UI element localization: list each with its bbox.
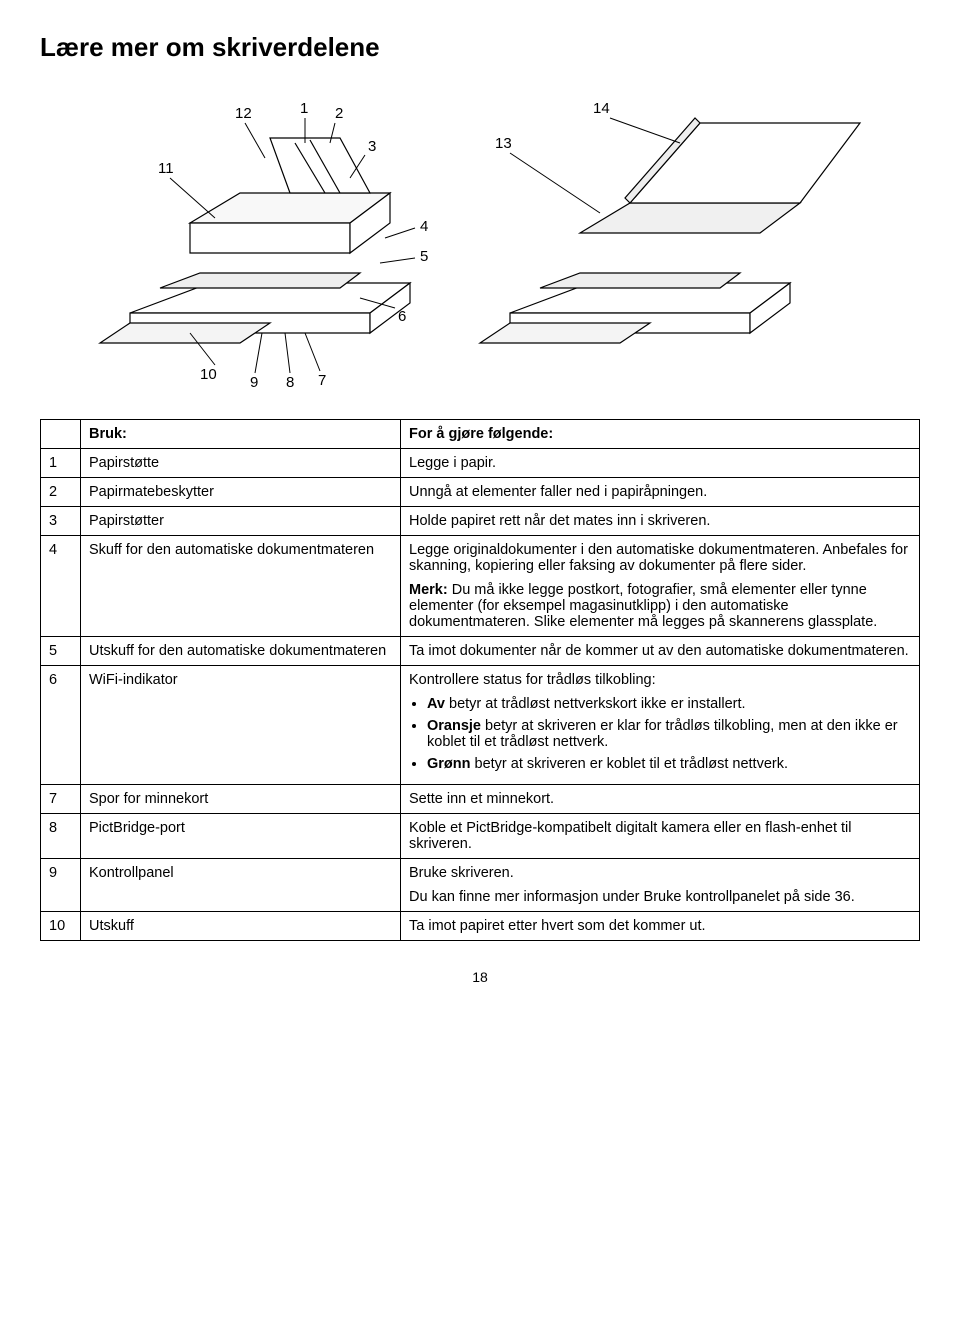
svg-text:4: 4 xyxy=(420,218,428,235)
part-name: Utskuff for den automatiske dokumentmate… xyxy=(81,637,401,666)
row-number: 6 xyxy=(41,666,81,785)
part-description: Sette inn et minnekort. xyxy=(401,785,920,814)
part-description: Koble et PictBridge-kompatibelt digitalt… xyxy=(401,814,920,859)
table-row: 2PapirmatebeskytterUnngå at elementer fa… xyxy=(41,478,920,507)
svg-text:12: 12 xyxy=(235,105,252,122)
part-name: PictBridge-port xyxy=(81,814,401,859)
part-description: Unngå at elementer faller ned i papiråpn… xyxy=(401,478,920,507)
col-num-header xyxy=(41,420,81,449)
part-description: Holde papiret rett når det mates inn i s… xyxy=(401,507,920,536)
svg-text:13: 13 xyxy=(495,135,512,152)
row-number: 9 xyxy=(41,859,81,912)
part-name: Kontrollpanel xyxy=(81,859,401,912)
part-description: Bruke skriveren.Du kan finne mer informa… xyxy=(401,859,920,912)
row-number: 5 xyxy=(41,637,81,666)
svg-text:1: 1 xyxy=(300,100,308,117)
col-use-header: Bruk: xyxy=(81,420,401,449)
svg-text:10: 10 xyxy=(200,366,217,383)
svg-text:11: 11 xyxy=(158,160,174,177)
parts-table: Bruk: For å gjøre følgende: 1Papirstøtte… xyxy=(40,419,920,941)
svg-text:7: 7 xyxy=(318,372,326,389)
part-description: Legge originaldokumenter i den automatis… xyxy=(401,536,920,637)
row-number: 10 xyxy=(41,912,81,941)
part-name: Spor for minnekort xyxy=(81,785,401,814)
part-description: Kontrollere status for trådløs tilkoblin… xyxy=(401,666,920,785)
table-row: 10UtskuffTa imot papiret etter hvert som… xyxy=(41,912,920,941)
table-row: 8PictBridge-portKoble et PictBridge-komp… xyxy=(41,814,920,859)
svg-text:5: 5 xyxy=(420,248,428,265)
row-number: 8 xyxy=(41,814,81,859)
part-description: Legge i papir. xyxy=(401,449,920,478)
svg-text:9: 9 xyxy=(250,374,258,391)
part-name: Papirstøtter xyxy=(81,507,401,536)
part-description: Ta imot dokumenter når de kommer ut av d… xyxy=(401,637,920,666)
svg-text:8: 8 xyxy=(286,374,294,391)
part-name: Skuff for den automatiske dokumentmatere… xyxy=(81,536,401,637)
col-purpose-header: For å gjøre følgende: xyxy=(401,420,920,449)
row-number: 3 xyxy=(41,507,81,536)
part-name: WiFi-indikator xyxy=(81,666,401,785)
part-name: Utskuff xyxy=(81,912,401,941)
table-row: 1PapirstøtteLegge i papir. xyxy=(41,449,920,478)
row-number: 7 xyxy=(41,785,81,814)
table-row: 7Spor for minnekortSette inn et minnekor… xyxy=(41,785,920,814)
svg-text:2: 2 xyxy=(335,105,343,122)
svg-text:6: 6 xyxy=(398,308,406,325)
svg-text:14: 14 xyxy=(593,100,610,117)
page-title: Lære mer om skriverdelene xyxy=(40,32,920,63)
svg-text:3: 3 xyxy=(368,138,376,155)
table-row: 6WiFi-indikatorKontrollere status for tr… xyxy=(41,666,920,785)
page-number: 18 xyxy=(40,969,920,985)
row-number: 4 xyxy=(41,536,81,637)
table-row: 5Utskuff for den automatiske dokumentmat… xyxy=(41,637,920,666)
row-number: 2 xyxy=(41,478,81,507)
part-name: Papirmatebeskytter xyxy=(81,478,401,507)
table-row: 9KontrollpanelBruke skriveren.Du kan fin… xyxy=(41,859,920,912)
printer-diagram: 1 2 3 4 5 6 7 8 9 10 11 12 13 14 xyxy=(40,83,920,403)
table-row: 4Skuff for den automatiske dokumentmater… xyxy=(41,536,920,637)
table-row: 3PapirstøtterHolde papiret rett når det … xyxy=(41,507,920,536)
part-description: Ta imot papiret etter hvert som det komm… xyxy=(401,912,920,941)
row-number: 1 xyxy=(41,449,81,478)
part-name: Papirstøtte xyxy=(81,449,401,478)
